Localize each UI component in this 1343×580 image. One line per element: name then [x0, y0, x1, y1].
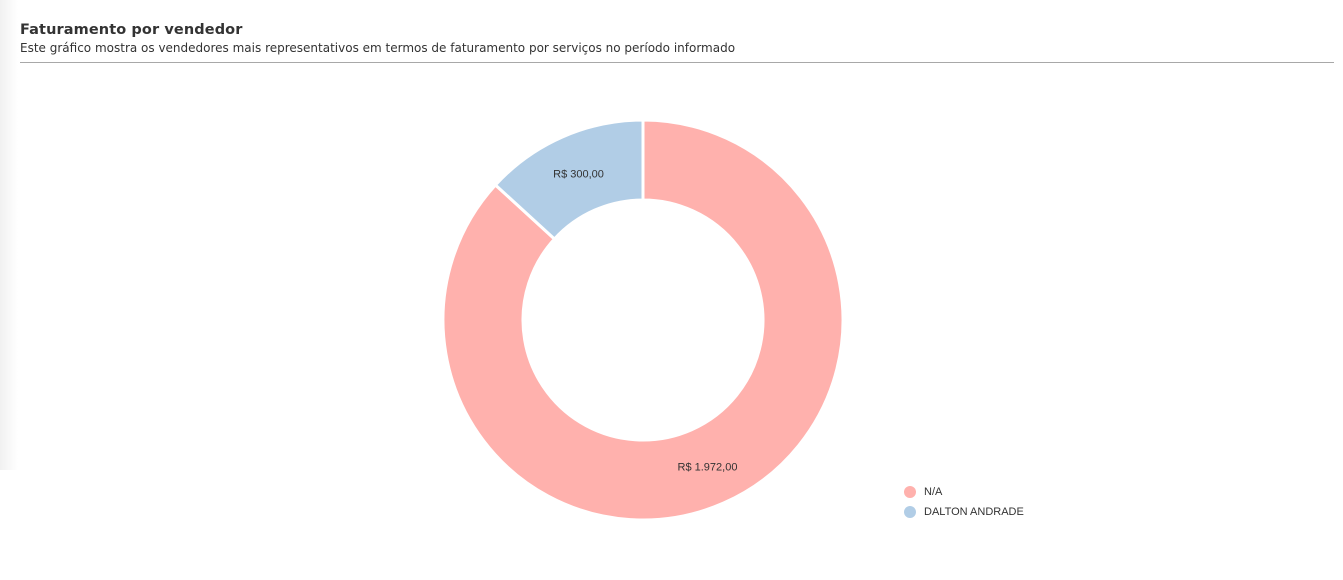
legend-swatch-na	[904, 486, 916, 498]
slice-value-label: R$ 300,00	[553, 169, 604, 181]
chart-header: Faturamento por vendedor Este gráfico mo…	[20, 20, 1334, 63]
chart-title: Faturamento por vendedor	[20, 22, 243, 38]
legend-item-dalton-andrade[interactable]: DALTON ANDRADE	[904, 502, 1024, 522]
left-edge-shadow	[0, 0, 18, 470]
doughnut-slice-dalton-andrade[interactable]	[493, 118, 645, 241]
legend-swatch-dalton-andrade	[904, 506, 916, 518]
legend-label-na: N/A	[924, 486, 943, 498]
chart-subtitle: Este gráfico mostra os vendedores mais r…	[20, 41, 736, 55]
doughnut-slice-n-a[interactable]	[441, 118, 845, 522]
legend-item-na[interactable]: N/A	[904, 482, 1024, 502]
legend-label-dalton-andrade: DALTON ANDRADE	[924, 506, 1024, 518]
slice-value-label: R$ 1.972,00	[678, 461, 738, 473]
chart-legend: N/A DALTON ANDRADE	[904, 482, 1024, 522]
